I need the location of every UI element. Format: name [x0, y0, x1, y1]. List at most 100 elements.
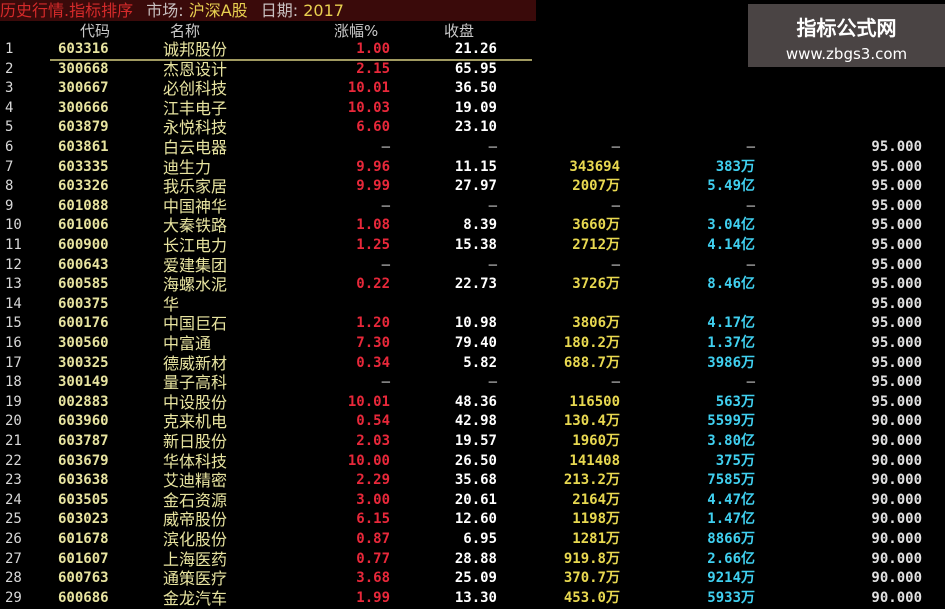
- stock-code: 600686: [58, 589, 109, 606]
- close-price: —: [488, 139, 497, 155]
- stock-name: 量子高科: [163, 373, 228, 393]
- row-index: 4: [5, 99, 14, 116]
- stock-name: 华: [163, 294, 180, 314]
- table-row[interactable]: 29 600686 金龙汽车 1.99 13.30 453.0万 5933万 90.000: [0, 589, 945, 609]
- table-row[interactable]: 13 600585 海螺水泥 0.22 22.73 3726万 8.46亿 95.000: [0, 275, 945, 295]
- stock-code: 002883: [58, 393, 109, 410]
- indicator-value: 95.000: [871, 295, 922, 312]
- stock-name: 上海医药: [163, 549, 228, 569]
- amount: 1.37亿: [707, 335, 755, 351]
- row-index: 13: [5, 276, 22, 293]
- amount: 3.80亿: [707, 433, 755, 449]
- table-row[interactable]: 17 300325 德威新材 0.34 5.82 688.7万 3986万 95.000: [0, 354, 945, 374]
- close-price: 26.50: [454, 452, 497, 469]
- change-percent: 9.96: [356, 158, 390, 175]
- table-row[interactable]: 16 300560 中富通 7.30 79.40 180.2万 1.37亿 95.000: [0, 334, 945, 354]
- table-row[interactable]: 11 600900 长江电力 1.25 15.38 2712万 4.14亿 95.000: [0, 236, 945, 256]
- market-value[interactable]: 沪深A股: [188, 1, 248, 20]
- amount: 563万: [715, 393, 755, 410]
- close-price: 13.30: [454, 589, 497, 606]
- close-price: 6.95: [463, 531, 497, 547]
- stock-name: 杰恩设计: [163, 59, 228, 79]
- stock-code: 603326: [58, 178, 109, 195]
- volume: —: [611, 374, 620, 391]
- table-row[interactable]: 25 603023 威帝股份 6.15 12.60 1198万 1.47亿 90.000: [0, 510, 945, 530]
- indicator-value: 95.000: [871, 335, 922, 351]
- change-percent: 1.99: [356, 589, 390, 606]
- volume: 2712万: [572, 237, 620, 253]
- table-row[interactable]: 22 603679 华体科技 10.00 26.50 141408 375万 90.000: [0, 452, 945, 472]
- table-row[interactable]: 21 603787 新日股份 2.03 19.57 1960万 3.80亿 90.000: [0, 432, 945, 452]
- stock-code: 300149: [58, 374, 109, 391]
- row-index: 6: [5, 139, 14, 155]
- table-row[interactable]: 7 603335 迪生力 9.96 11.15 343694 383万 95.000: [0, 158, 945, 178]
- stock-code: 603679: [58, 452, 109, 469]
- stock-code: 603023: [58, 511, 109, 528]
- table-row[interactable]: 8 603326 我乐家居 9.99 27.97 2007万 5.49亿 95.000: [0, 177, 945, 197]
- row-index: 27: [5, 550, 22, 567]
- table-row[interactable]: 1 603316 诚邦股份 1.00 21.26: [0, 40, 945, 60]
- amount: 2.66亿: [707, 550, 755, 567]
- stock-name: 克来机电: [163, 412, 228, 432]
- market-label: 市场:: [146, 1, 184, 20]
- row-index: 28: [5, 570, 22, 587]
- table-row[interactable]: 4 300666 江丰电子 10.03 19.09: [0, 99, 945, 119]
- table-row[interactable]: 19 002883 中设股份 10.01 48.36 116500 563万 95.000: [0, 393, 945, 413]
- close-price: 8.39: [463, 217, 497, 234]
- column-header-code[interactable]: 代码: [80, 22, 111, 40]
- table-row[interactable]: 5 603879 永悦科技 6.60 23.10: [0, 118, 945, 138]
- amount: 9214万: [707, 570, 755, 587]
- table-row[interactable]: 6 603861 白云电器 — — — — 95.000: [0, 138, 945, 158]
- table-row[interactable]: 10 601006 大秦铁路 1.08 8.39 3660万 3.04亿 95.000: [0, 216, 945, 236]
- volume: 141408: [569, 452, 620, 469]
- volume: 180.2万: [563, 335, 620, 351]
- indicator-value: 95.000: [871, 139, 922, 155]
- table-row[interactable]: 18 300149 量子高科 — — — — 95.000: [0, 373, 945, 393]
- change-percent: 0.54: [356, 413, 390, 430]
- row-index: 7: [5, 158, 14, 175]
- indicator-value: 90.000: [871, 511, 922, 528]
- close-price: —: [488, 197, 497, 214]
- volume: —: [611, 256, 620, 273]
- date-value[interactable]: 2017: [303, 1, 344, 20]
- table-row[interactable]: 23 603638 艾迪精密 2.29 35.68 213.2万 7585万 90.000: [0, 471, 945, 491]
- row-index: 15: [5, 315, 22, 332]
- row-index: 14: [5, 295, 22, 312]
- table-row[interactable]: 15 600176 中国巨石 1.20 10.98 3806万 4.17亿 95.000: [0, 314, 945, 334]
- row-index: 29: [5, 589, 22, 606]
- amount: 4.14亿: [707, 237, 755, 253]
- table-row[interactable]: 2 300668 杰恩设计 2.15 65.95: [0, 60, 945, 80]
- table-row[interactable]: 26 601678 滨化股份 0.87 6.95 1281万 8866万 90.000: [0, 530, 945, 550]
- stock-name: 白云电器: [163, 138, 228, 157]
- table-row[interactable]: 28 600763 通策医疗 3.68 25.09 370.7万 9214万 90.000: [0, 569, 945, 589]
- change-percent: 3.00: [356, 491, 390, 508]
- column-header-close[interactable]: 收盘: [444, 22, 475, 40]
- table-row[interactable]: 24 603505 金石资源 3.00 20.61 2164万 4.47亿 90.000: [0, 491, 945, 511]
- indicator-value: 95.000: [871, 276, 922, 293]
- column-header-name[interactable]: 名称: [170, 22, 201, 40]
- amount: 383万: [715, 158, 755, 175]
- row-index: 5: [5, 119, 14, 136]
- table-row[interactable]: 3 300667 必创科技 10.01 36.50: [0, 79, 945, 99]
- table-row[interactable]: 20 603960 克来机电 0.54 42.98 130.4万 5599万 90.000: [0, 412, 945, 432]
- row-index: 24: [5, 491, 22, 508]
- change-percent: 1.08: [356, 217, 390, 234]
- stock-name: 长江电力: [163, 236, 228, 255]
- change-percent: 10.00: [347, 452, 390, 469]
- table-row[interactable]: 9 601088 中国神华 — — — — 95.000: [0, 197, 945, 217]
- column-header-change[interactable]: 涨幅%: [334, 22, 379, 40]
- stock-name: 迪生力: [163, 157, 212, 177]
- indicator-value: 95.000: [871, 315, 922, 332]
- volume: 1960万: [572, 433, 620, 449]
- stock-code: 601678: [58, 531, 109, 547]
- table-row[interactable]: 27 601607 上海医药 0.77 28.88 919.8万 2.66亿 90.000: [0, 550, 945, 570]
- amount: —: [746, 197, 755, 214]
- indicator-value: 90.000: [871, 570, 922, 587]
- stock-name: 我乐家居: [163, 177, 228, 197]
- indicator-value: 90.000: [871, 472, 922, 489]
- row-index: 9: [5, 197, 14, 214]
- table-row[interactable]: 12 600643 爱建集团 — — — — 95.000: [0, 256, 945, 276]
- stock-name: 江丰电子: [163, 98, 228, 118]
- table-row[interactable]: 14 600375 华 95.000: [0, 295, 945, 315]
- indicator-value: 95.000: [871, 374, 922, 391]
